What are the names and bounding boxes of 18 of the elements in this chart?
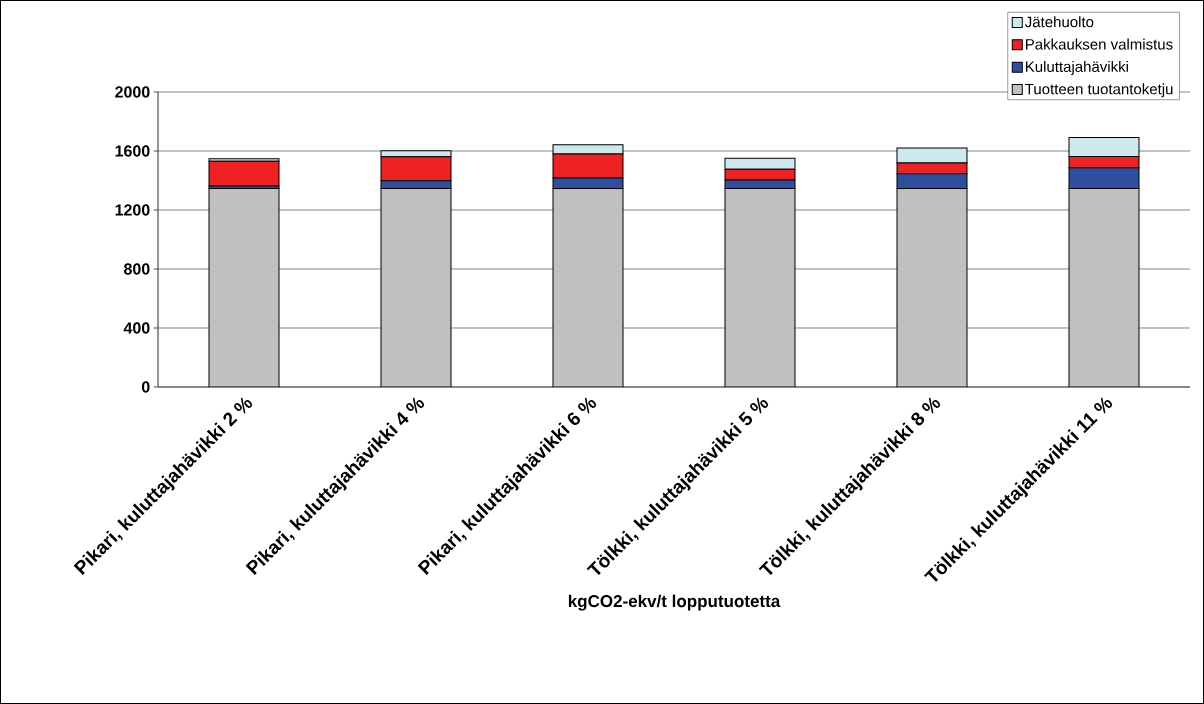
bar [724, 188, 796, 387]
legend-label: Kuluttajahävikki [1025, 60, 1128, 75]
bar [208, 188, 280, 387]
y-tick-label: 1200 [115, 204, 150, 216]
bar [896, 188, 968, 387]
bar [1068, 188, 1140, 387]
legend-label: Pakkauksen valmistus [1025, 38, 1173, 50]
bar [380, 188, 452, 387]
bar [208, 160, 280, 187]
y-tick-label: 800 [124, 263, 150, 275]
y-tick-label: 0 [141, 381, 150, 393]
y-tick-label: 2000 [115, 86, 150, 98]
y-tick-label: 400 [123, 322, 150, 334]
legend-label: Tuotteen tuotantoketju [1025, 83, 1173, 98]
legend-label: Jätehuolto [1025, 16, 1094, 28]
y-tick-label: 1600 [115, 145, 150, 157]
x-axis-title: kgCO2-ekv/t lopputuotetta [568, 594, 781, 611]
bar [552, 188, 624, 387]
